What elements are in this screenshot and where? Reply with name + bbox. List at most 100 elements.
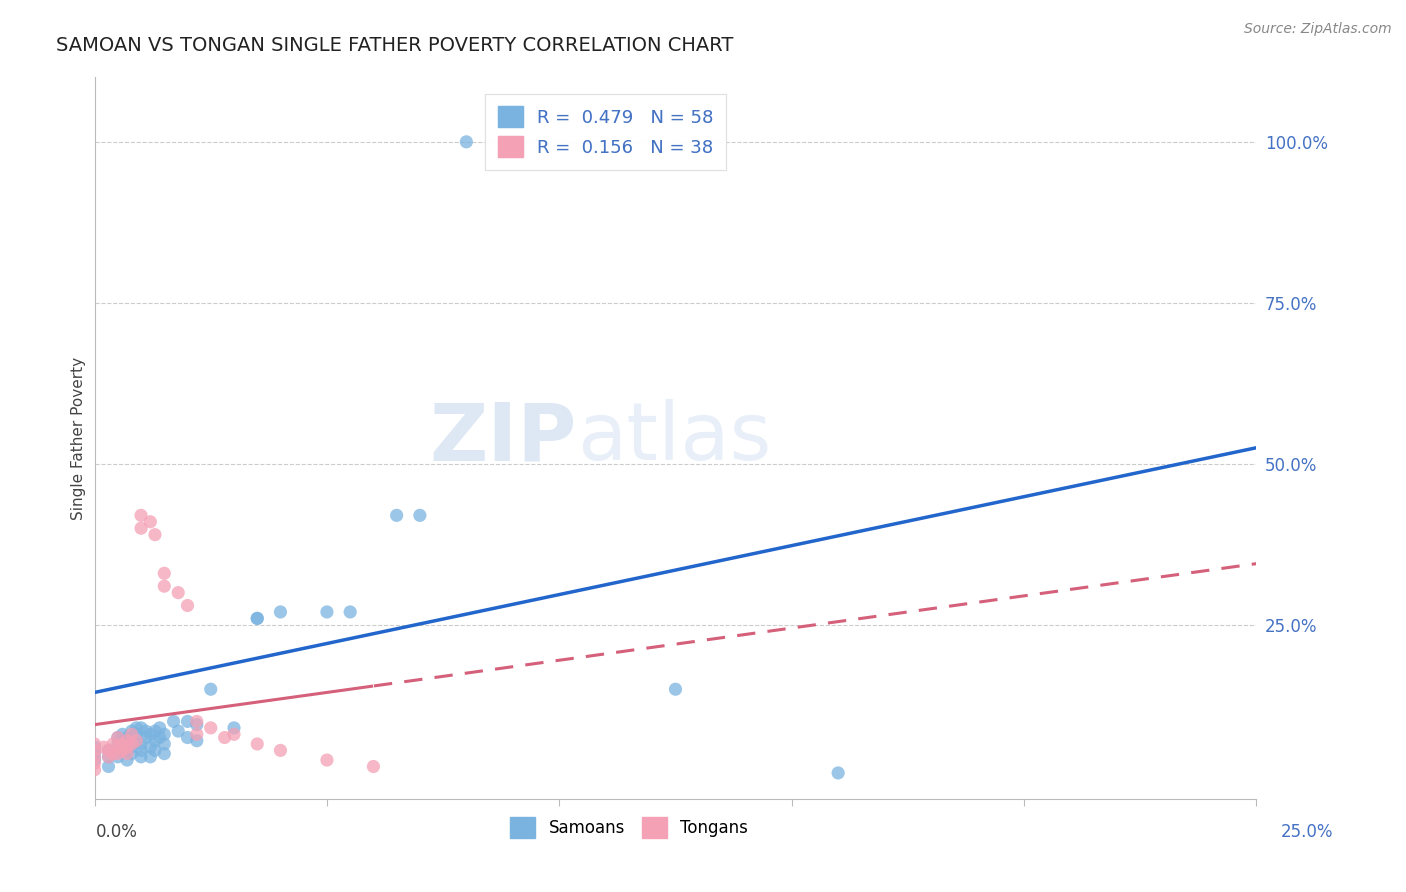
- Point: [214, 731, 236, 745]
- Point: [186, 727, 208, 741]
- Point: [121, 737, 143, 751]
- Point: [107, 731, 129, 745]
- Point: [93, 740, 115, 755]
- Point: [162, 714, 184, 729]
- Y-axis label: Single Father Poverty: Single Father Poverty: [72, 357, 86, 520]
- Point: [129, 743, 152, 757]
- Text: ZIP: ZIP: [429, 399, 576, 477]
- Point: [200, 721, 222, 735]
- Point: [316, 605, 339, 619]
- Point: [200, 682, 222, 697]
- Point: [363, 759, 385, 773]
- Point: [222, 721, 245, 735]
- Point: [107, 747, 129, 761]
- Point: [409, 508, 432, 523]
- Point: [115, 743, 138, 757]
- Point: [385, 508, 408, 523]
- Point: [143, 733, 166, 747]
- Point: [97, 759, 120, 773]
- Point: [129, 508, 152, 523]
- Point: [135, 724, 157, 739]
- Point: [143, 743, 166, 757]
- Text: atlas: atlas: [576, 399, 770, 477]
- Point: [149, 721, 172, 735]
- Point: [115, 747, 138, 761]
- Point: [827, 766, 849, 780]
- Text: 0.0%: 0.0%: [96, 822, 138, 840]
- Point: [129, 749, 152, 764]
- Point: [97, 749, 120, 764]
- Point: [269, 605, 291, 619]
- Point: [97, 743, 120, 757]
- Point: [456, 135, 478, 149]
- Point: [111, 727, 134, 741]
- Point: [101, 737, 124, 751]
- Point: [121, 727, 143, 741]
- Point: [246, 611, 269, 625]
- Point: [83, 749, 105, 764]
- Point: [83, 763, 105, 777]
- Point: [125, 721, 148, 735]
- Point: [129, 521, 152, 535]
- Point: [107, 743, 129, 757]
- Point: [176, 599, 198, 613]
- Point: [125, 733, 148, 747]
- Point: [664, 682, 686, 697]
- Point: [139, 727, 162, 741]
- Point: [111, 737, 134, 751]
- Point: [97, 743, 120, 757]
- Point: [121, 724, 143, 739]
- Point: [139, 749, 162, 764]
- Point: [129, 721, 152, 735]
- Point: [149, 731, 172, 745]
- Point: [316, 753, 339, 767]
- Point: [83, 743, 105, 757]
- Point: [115, 753, 138, 767]
- Point: [83, 756, 105, 771]
- Point: [153, 566, 176, 581]
- Point: [107, 737, 129, 751]
- Point: [83, 753, 105, 767]
- Point: [246, 611, 269, 625]
- Point: [269, 743, 291, 757]
- Point: [143, 724, 166, 739]
- Point: [167, 724, 190, 739]
- Point: [222, 727, 245, 741]
- Point: [115, 737, 138, 751]
- Point: [111, 733, 134, 747]
- Point: [121, 731, 143, 745]
- Point: [139, 515, 162, 529]
- Point: [121, 740, 143, 755]
- Text: Source: ZipAtlas.com: Source: ZipAtlas.com: [1244, 22, 1392, 37]
- Text: 25.0%: 25.0%: [1281, 822, 1333, 840]
- Point: [176, 731, 198, 745]
- Point: [107, 740, 129, 755]
- Point: [101, 747, 124, 761]
- Point: [339, 605, 361, 619]
- Point: [83, 747, 105, 761]
- Point: [111, 743, 134, 757]
- Point: [129, 737, 152, 751]
- Point: [246, 737, 269, 751]
- Point: [97, 749, 120, 764]
- Point: [186, 717, 208, 731]
- Point: [186, 714, 208, 729]
- Point: [153, 579, 176, 593]
- Point: [135, 731, 157, 745]
- Point: [167, 585, 190, 599]
- Text: SAMOAN VS TONGAN SINGLE FATHER POVERTY CORRELATION CHART: SAMOAN VS TONGAN SINGLE FATHER POVERTY C…: [56, 36, 734, 54]
- Point: [83, 740, 105, 755]
- Point: [186, 733, 208, 747]
- Point: [115, 733, 138, 747]
- Point: [121, 747, 143, 761]
- Point: [115, 731, 138, 745]
- Point: [153, 747, 176, 761]
- Point: [139, 740, 162, 755]
- Point: [125, 733, 148, 747]
- Point: [176, 714, 198, 729]
- Point: [125, 727, 148, 741]
- Point: [107, 731, 129, 745]
- Point: [115, 740, 138, 755]
- Point: [143, 527, 166, 541]
- Point: [153, 727, 176, 741]
